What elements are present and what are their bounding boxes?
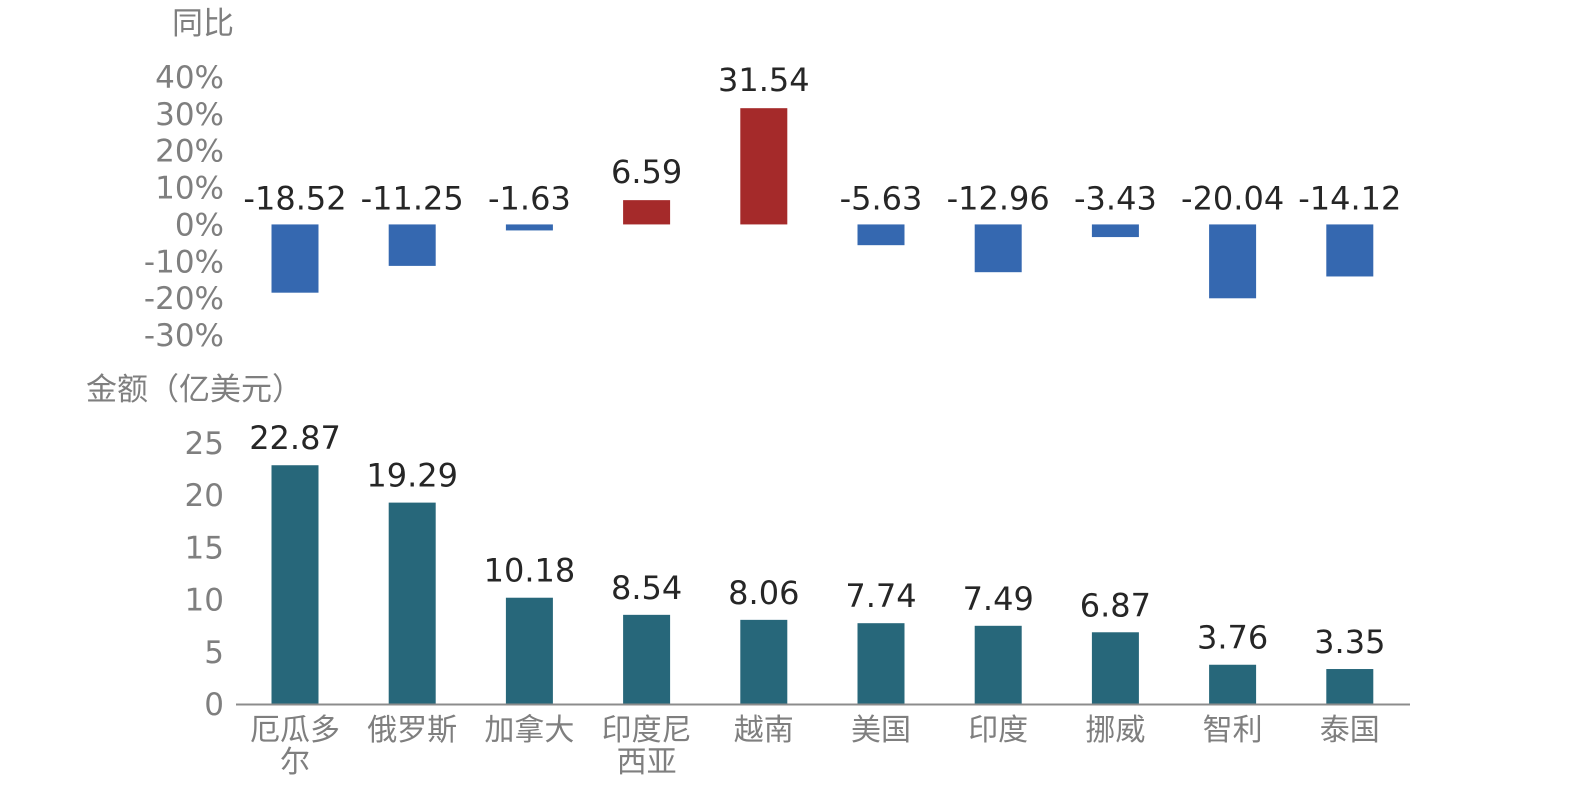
amount-bar xyxy=(505,597,553,704)
amount-data-label: 19.29 xyxy=(366,457,458,495)
amount-bar xyxy=(1091,632,1139,704)
yoy-y-ticks: 40%30%20%10%0%-10%-20%-30% xyxy=(144,60,224,354)
amount-data-label: 7.49 xyxy=(963,580,1034,618)
amount-data-label: 8.54 xyxy=(611,569,682,607)
amount-tick-label: 25 xyxy=(185,426,224,462)
yoy-bar xyxy=(388,224,436,266)
amount-data-label: 6.87 xyxy=(1080,586,1151,624)
category-label: 厄瓜多尔 xyxy=(250,713,340,780)
category-label-line: 西亚 xyxy=(617,745,677,780)
category-label-line: 印度 xyxy=(968,713,1028,748)
yoy-data-label: -11.25 xyxy=(361,179,464,217)
yoy-data-label: -14.12 xyxy=(1298,179,1401,217)
category-label-line: 印度尼 xyxy=(602,713,692,748)
category-label-line: 加拿大 xyxy=(484,713,574,748)
amount-bar xyxy=(388,502,436,704)
amount-bars xyxy=(271,465,1374,704)
yoy-data-label: -5.63 xyxy=(840,179,923,217)
amount-bar xyxy=(271,465,319,704)
category-label-line: 泰国 xyxy=(1320,713,1380,748)
yoy-bar xyxy=(505,224,553,231)
category-label: 泰国 xyxy=(1320,713,1380,748)
category-label: 美国 xyxy=(851,713,911,748)
amount-bar xyxy=(857,623,905,704)
amount-data-label: 3.35 xyxy=(1314,623,1385,661)
amount-data-label: 3.76 xyxy=(1197,619,1268,657)
category-label: 越南 xyxy=(734,713,794,748)
yoy-data-label: -12.96 xyxy=(947,179,1050,217)
category-label: 挪威 xyxy=(1085,713,1145,748)
yoy-chart: 同比 40%30%20%10%0%-10%-20%-30% -18.52 -11.… xyxy=(144,6,1401,354)
yoy-tick-label: -20% xyxy=(144,281,224,317)
category-label-line: 尔 xyxy=(280,745,310,780)
amount-data-label: 22.87 xyxy=(249,419,341,457)
yoy-axis-title: 同比 xyxy=(172,6,234,42)
yoy-bar xyxy=(1209,224,1257,299)
category-label: 智利 xyxy=(1203,713,1263,748)
amount-y-ticks: 25 20 15 10 5 0 xyxy=(185,426,224,723)
yoy-tick-label: -30% xyxy=(144,318,224,354)
amount-data-label: 8.06 xyxy=(728,574,799,612)
category-label: 印度 xyxy=(968,713,1028,748)
yoy-tick-label: 30% xyxy=(155,97,224,133)
amount-axis-title: 金额（亿美元） xyxy=(86,372,303,408)
category-label-line: 俄罗斯 xyxy=(367,713,457,748)
yoy-tick-label: 40% xyxy=(155,60,224,96)
category-label-line: 厄瓜多 xyxy=(250,713,340,748)
amount-bar xyxy=(623,614,671,704)
yoy-bar xyxy=(623,200,671,225)
yoy-tick-label: 0% xyxy=(175,207,224,243)
amount-data-labels: 22.87 19.29 10.18 8.54 8.06 7.74 7.49 6.87 3.76 3… xyxy=(249,419,1385,661)
category-label: 印度尼西亚 xyxy=(602,713,692,780)
yoy-data-labels: -18.52 -11.25 -1.63 6.59 31.54 -5.63 -12.96 -3.… xyxy=(243,61,1401,217)
yoy-data-label: 6.59 xyxy=(611,153,682,191)
yoy-tick-label: 10% xyxy=(155,171,224,207)
amount-data-label: 10.18 xyxy=(484,552,576,590)
yoy-bars xyxy=(271,108,1374,299)
category-label: 加拿大 xyxy=(484,713,574,748)
category-label: 俄罗斯 xyxy=(367,713,457,748)
yoy-data-label: -3.43 xyxy=(1074,179,1157,217)
yoy-bar xyxy=(1091,224,1139,238)
yoy-bar xyxy=(271,224,319,293)
amount-tick-label: 10 xyxy=(185,583,224,619)
category-label-line: 越南 xyxy=(734,713,794,748)
amount-tick-label: 20 xyxy=(185,478,224,514)
category-label-line: 挪威 xyxy=(1085,713,1145,748)
category-label-line: 美国 xyxy=(851,713,911,748)
amount-data-label: 7.74 xyxy=(845,577,916,615)
amount-bar xyxy=(740,619,788,704)
amount-tick-label: 15 xyxy=(185,530,224,566)
yoy-data-label: 31.54 xyxy=(718,61,810,99)
yoy-tick-label: 20% xyxy=(155,134,224,170)
yoy-bar xyxy=(857,224,905,246)
yoy-tick-label: -10% xyxy=(144,244,224,280)
amount-chart: 金额（亿美元） 25 20 15 10 5 0 22.87 19.29 10.18 8.54 8.… xyxy=(86,372,1410,780)
yoy-data-label: -18.52 xyxy=(243,179,346,217)
yoy-bar xyxy=(740,108,788,225)
yoy-data-label: -20.04 xyxy=(1181,179,1284,217)
amount-tick-label: 5 xyxy=(204,635,224,671)
amount-bar xyxy=(1326,669,1374,704)
category-label-line: 智利 xyxy=(1203,713,1263,748)
yoy-bar xyxy=(974,224,1022,273)
amount-tick-label: 0 xyxy=(204,687,224,723)
amount-bar xyxy=(974,625,1022,704)
yoy-bar xyxy=(1326,224,1374,277)
amount-bar xyxy=(1209,664,1257,704)
yoy-data-label: -1.63 xyxy=(488,179,571,217)
